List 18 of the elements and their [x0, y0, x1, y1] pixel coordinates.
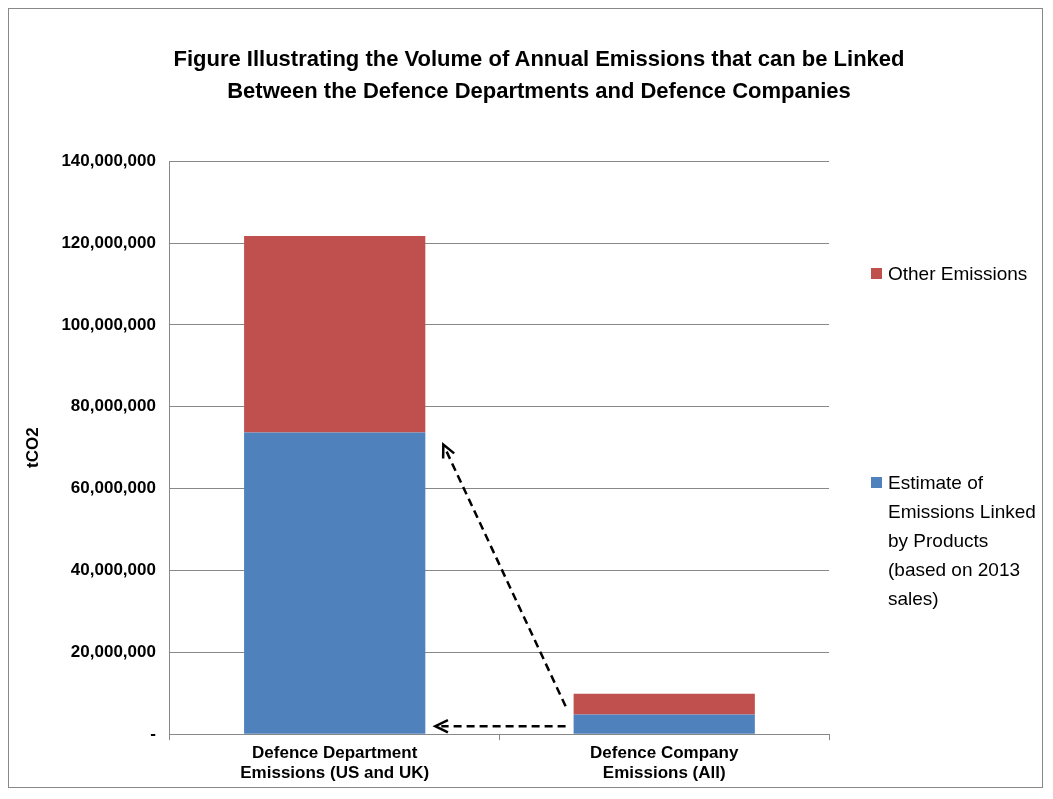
bar	[573, 693, 755, 715]
y-tick-label: 80,000,000	[70, 396, 156, 416]
chart-title: Figure Illustrating the Volume of Annual Emissions that can be Linked Between the Defence Departments and Defence Companies	[172, 45, 906, 105]
y-axis-title: tCO2	[22, 427, 42, 469]
x-tick-label: Defence Company Emissions (All)	[590, 743, 739, 783]
legend-label: Other Emissions	[888, 262, 1028, 286]
y-tick-label: -	[150, 723, 156, 743]
y-tick-label: 20,000,000	[70, 642, 156, 662]
y-tick-label: 100,000,000	[61, 314, 156, 334]
y-tick-label: 60,000,000	[70, 478, 156, 498]
bar	[573, 714, 755, 734]
y-tick-label: 120,000,000	[61, 232, 156, 252]
bar	[244, 236, 426, 433]
bar	[244, 432, 426, 734]
y-tick-label: 40,000,000	[70, 560, 156, 580]
y-tick-label: 140,000,000	[61, 150, 156, 170]
x-tick-label: Defence Department Emissions (US and UK)	[240, 743, 430, 783]
legend-label: Estimate of Emissions Linked by Products (based on 2013 sales)	[888, 471, 1037, 611]
